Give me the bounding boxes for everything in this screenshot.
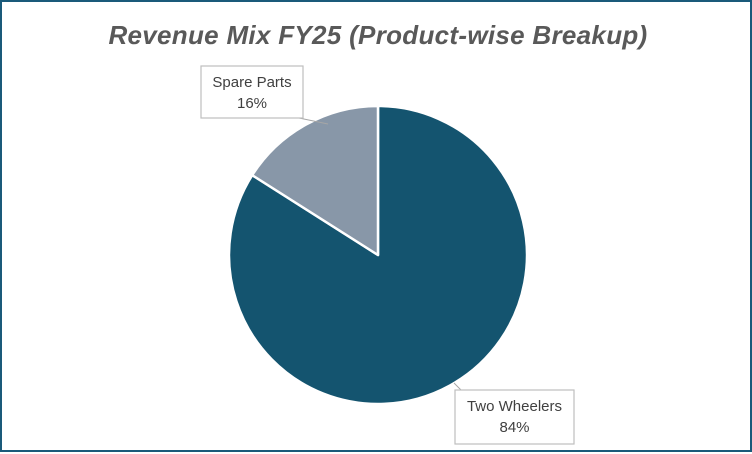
data-label-two-wheelers: Two Wheelers 84% [453, 382, 575, 445]
data-label-spare-parts: Spare Parts 16% [200, 65, 329, 125]
callout-box [200, 65, 304, 119]
callout-box [454, 389, 575, 445]
callout-category-label: Spare Parts [212, 74, 291, 91]
callout-value-label: 16% [237, 95, 267, 112]
leader-line [298, 117, 329, 125]
leader-line [453, 382, 462, 391]
callout-category-label: Two Wheelers [467, 398, 562, 415]
pie-slice-spare-parts [250, 104, 380, 257]
callout-value-label: 84% [499, 419, 529, 436]
chart-title: Revenue Mix FY25 (Product-wise Breakup) [108, 20, 648, 50]
